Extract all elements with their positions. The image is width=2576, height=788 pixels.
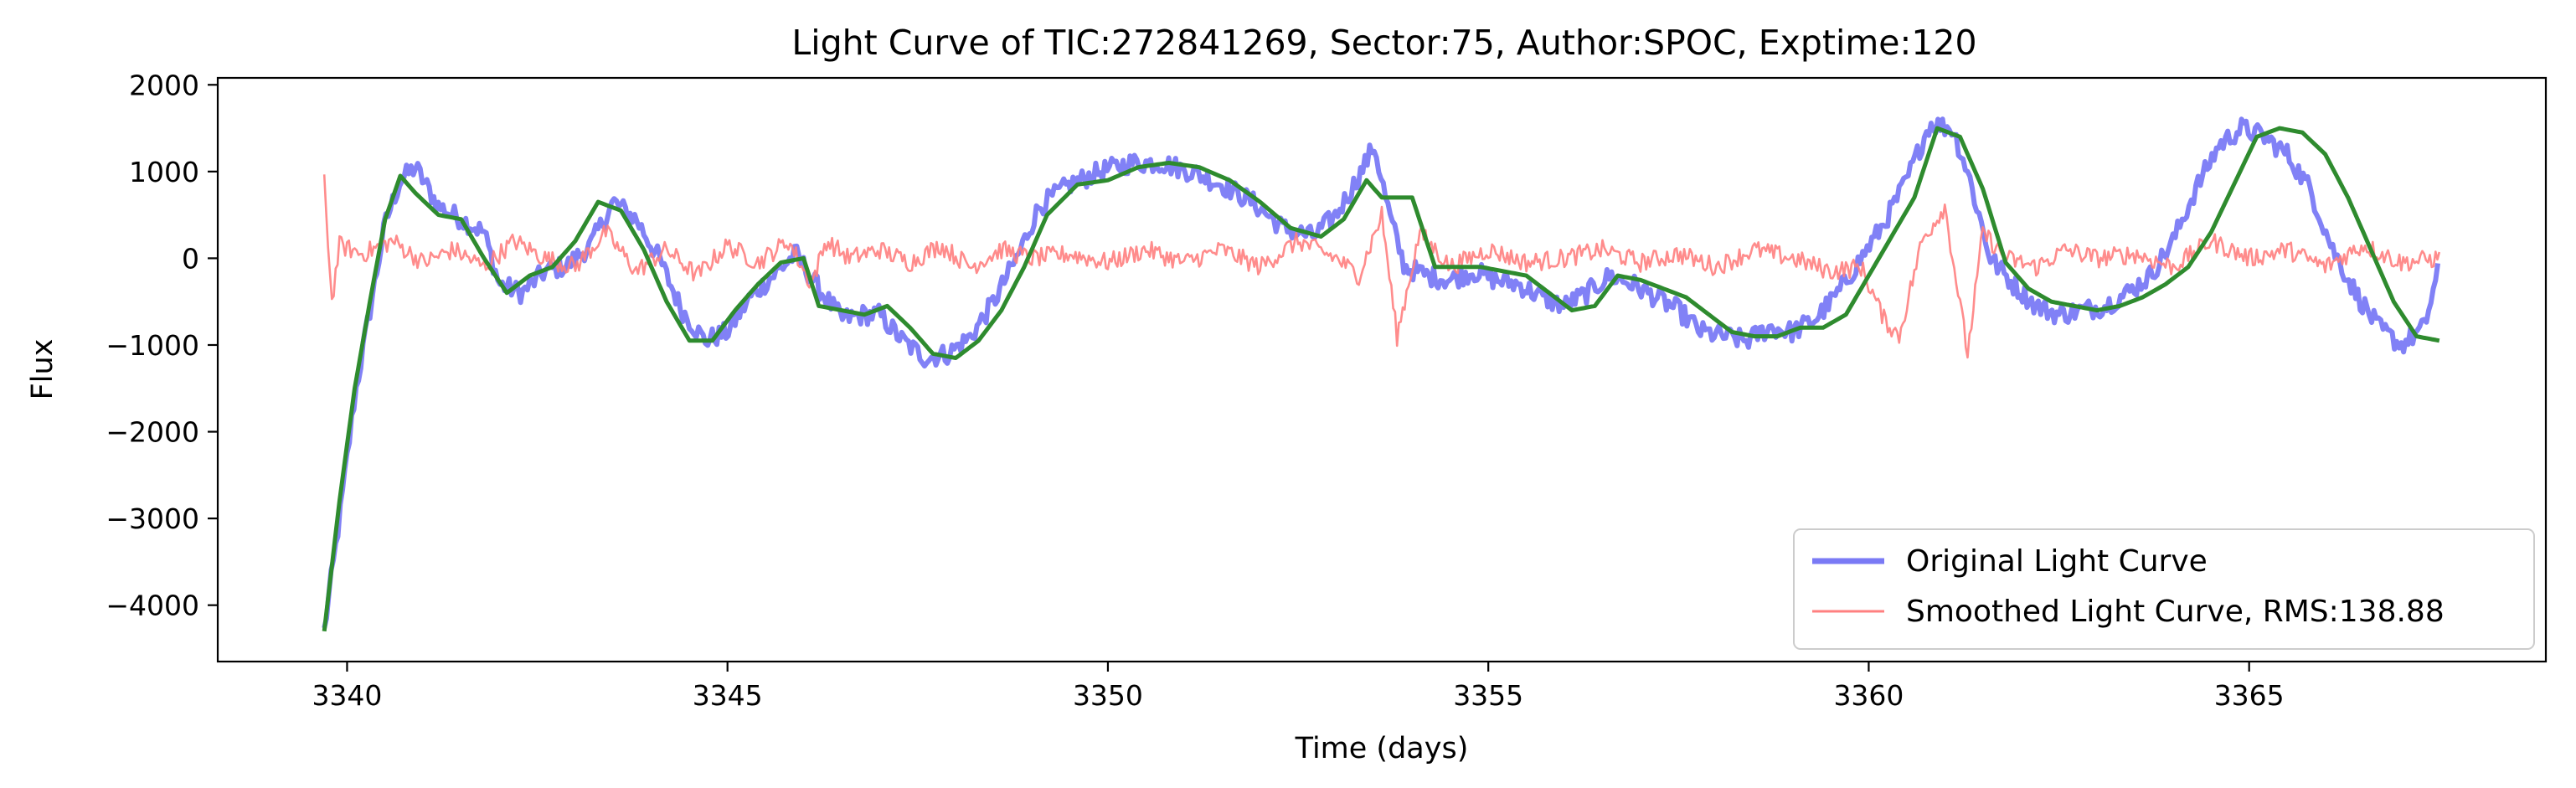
x-tick-label: 3340 [312,679,382,712]
series-trend-line [322,126,2440,632]
x-tick-label: 3365 [2214,679,2285,712]
x-axis-label: Time (days) [1295,732,1469,765]
x-axis: 3340 3345 3350 3355 3360 3365 [312,662,2285,712]
y-axis: −4000 −3000 −2000 −1000 0 1000 2000 [106,69,218,622]
x-tick-label: 3355 [1453,679,1523,712]
series-smoothed-light-curve [322,174,2441,359]
legend-label-smoothed: Smoothed Light Curve, RMS:138.88 [1906,595,2445,629]
chart-title: Light Curve of TIC:272841269, Sector:75,… [791,23,1976,63]
legend-label-original: Original Light Curve [1906,544,2208,579]
y-axis-label: Flux [26,339,59,400]
series-layer [322,116,2441,632]
legend-box [1793,528,2535,650]
legend: Original Light Curve Smoothed Light Curv… [1793,528,2535,650]
series-original-light-curve [322,116,2440,629]
y-tick-label: −4000 [106,590,199,622]
y-tick-label: −2000 [106,416,199,449]
y-tick-label: 2000 [129,69,199,101]
y-tick-label: −3000 [106,502,199,535]
plot-frame [216,76,2548,663]
y-tick-label: 1000 [129,156,199,188]
x-tick-label: 3345 [693,679,763,712]
x-tick-label: 3350 [1073,679,1143,712]
x-tick-label: 3360 [1833,679,1904,712]
y-tick-label: 0 [182,242,199,275]
y-tick-label: −1000 [106,329,199,362]
